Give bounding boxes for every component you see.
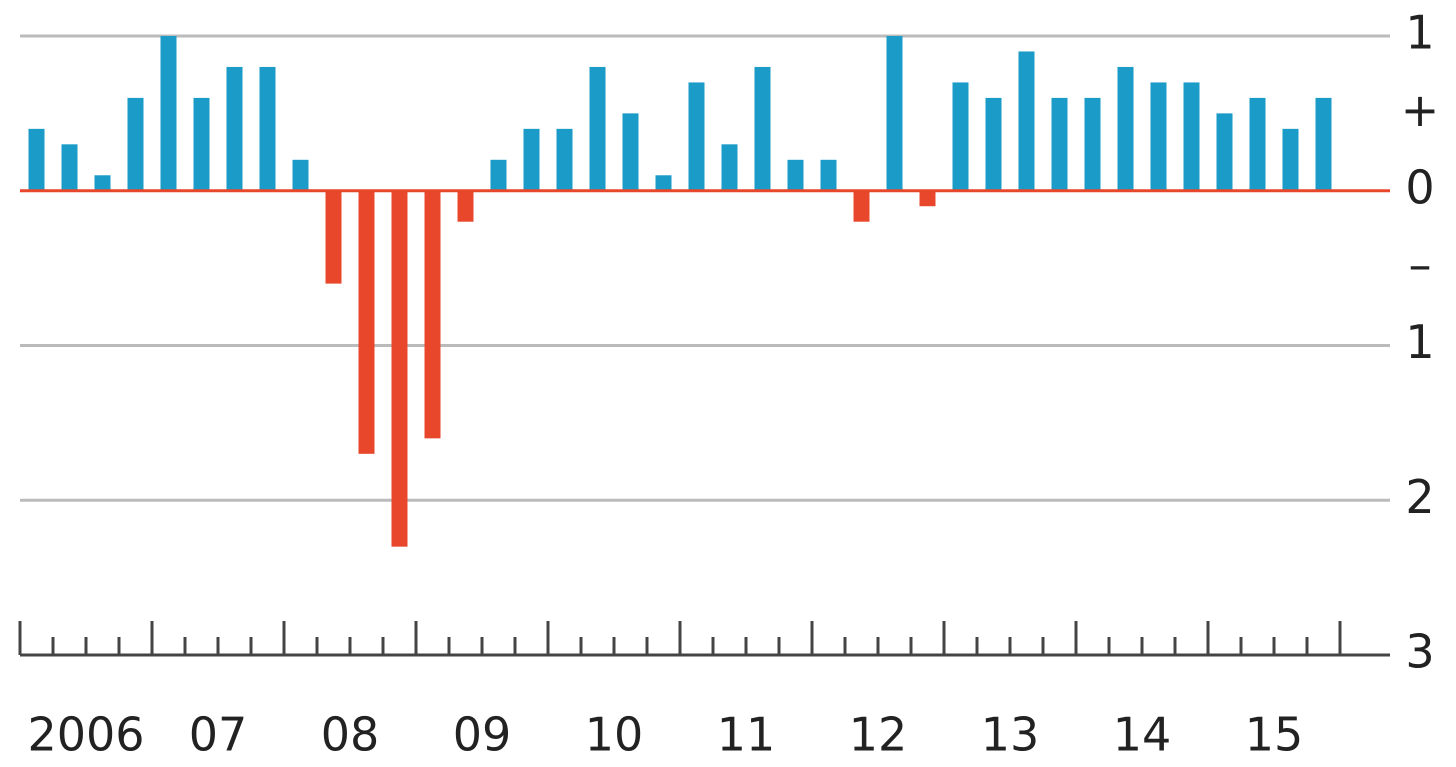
bar [655,175,672,191]
bar [424,190,441,439]
x-tick-label: 11 [717,708,776,762]
bar [1183,82,1200,191]
bar [622,113,639,191]
x-tick-label: 2006 [27,708,144,762]
bar [226,66,243,191]
bar [259,66,276,191]
bar [28,128,45,191]
bar [1051,97,1068,191]
x-tick-label: 15 [1245,708,1304,762]
bar [94,175,111,191]
y-tick-label: – [1409,238,1432,292]
bar [1018,51,1035,191]
bar [919,190,936,207]
bar [1117,66,1134,191]
bar [325,190,342,284]
bar [1216,113,1233,191]
bar [490,159,507,191]
bar [787,159,804,191]
y-tick-label: 0 [1405,160,1434,214]
y-tick-label: 1 [1405,315,1434,369]
bar [391,190,408,547]
y-tick-label: 1 [1405,6,1434,60]
y-tick-label: + [1401,83,1440,137]
bar [523,128,540,191]
bar [952,82,969,191]
bar [457,190,474,222]
x-tick-label: 08 [321,708,380,762]
x-tick-label: 07 [189,708,248,762]
bar [193,97,210,191]
x-tick-label: 12 [849,708,908,762]
bar [886,36,903,191]
bar [127,97,144,191]
bar [1150,82,1167,191]
bar [754,66,771,191]
bar [820,159,837,191]
x-tick-label: 09 [453,708,512,762]
bar [61,144,78,191]
x-tick-label: 14 [1113,708,1172,762]
bar [1315,97,1332,191]
x-tick-label: 10 [585,708,644,762]
bar [589,66,606,191]
bar [358,190,375,454]
bar [721,144,738,191]
bar [1084,97,1101,191]
y-tick-label: 2 [1405,470,1434,524]
bar [160,36,177,191]
bar [1282,128,1299,191]
y-tick-label: 3 [1405,625,1434,679]
x-tick-label: 13 [981,708,1040,762]
bar [1249,97,1266,191]
bar [853,190,870,222]
bar [556,128,573,191]
bar [688,82,705,191]
bar [292,159,309,191]
bar [985,97,1002,191]
